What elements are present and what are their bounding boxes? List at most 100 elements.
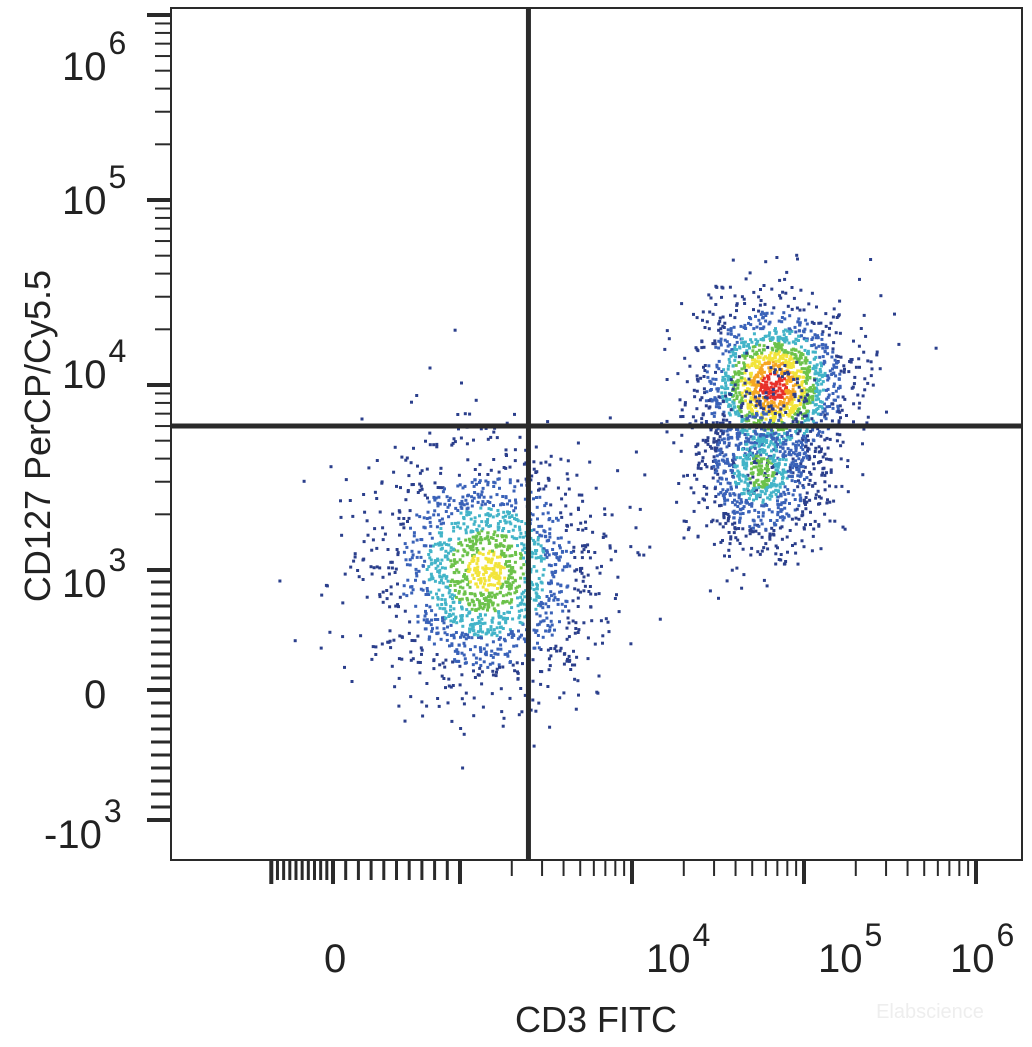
event-dot — [444, 601, 447, 605]
event-dot — [788, 429, 792, 433]
event-dot — [486, 608, 489, 612]
event-dot — [817, 392, 821, 396]
event-dot — [750, 412, 754, 416]
event-dot — [728, 398, 732, 401]
event-dot — [461, 624, 465, 628]
event-dot — [767, 477, 771, 481]
event-dot — [710, 520, 714, 524]
event-dot — [770, 287, 774, 291]
event-dot — [425, 704, 429, 708]
event-dot — [564, 604, 567, 608]
event-dot — [731, 258, 735, 262]
event-dot — [762, 484, 766, 488]
event-dot — [439, 471, 443, 475]
event-dot — [738, 400, 742, 404]
event-dot — [545, 549, 549, 553]
event-dot — [515, 537, 519, 541]
event-dot — [759, 388, 762, 392]
event-dot — [772, 448, 776, 452]
event-dot — [782, 333, 786, 337]
event-dot — [396, 553, 400, 557]
event-dot — [762, 457, 766, 461]
event-dot — [735, 302, 739, 306]
event-dot — [366, 533, 370, 537]
event-dot — [420, 652, 423, 656]
event-dot — [819, 361, 823, 365]
event-dot — [409, 695, 413, 699]
event-dot — [489, 524, 492, 528]
event-dot — [537, 482, 541, 486]
event-dot — [496, 565, 500, 569]
event-dot — [764, 260, 768, 264]
event-dot — [871, 383, 875, 387]
event-dot — [481, 705, 485, 709]
event-dot — [540, 557, 543, 560]
event-dot — [823, 488, 827, 492]
event-dot — [560, 497, 564, 501]
event-dot — [814, 366, 818, 370]
event-dot — [503, 555, 507, 558]
event-dot — [550, 633, 554, 637]
event-dot — [729, 332, 733, 336]
event-dot — [771, 348, 775, 352]
event-dot — [828, 437, 832, 441]
event-dot — [511, 580, 515, 584]
event-dot — [727, 548, 731, 552]
event-dot — [781, 442, 785, 446]
event-dot — [793, 395, 797, 399]
event-dot — [794, 551, 798, 555]
event-dot — [786, 329, 790, 333]
event-dot — [594, 592, 598, 596]
event-dot — [761, 385, 765, 389]
event-dot — [488, 514, 491, 518]
event-dot — [479, 624, 482, 628]
event-dot — [696, 463, 700, 467]
event-dot — [476, 492, 480, 496]
event-dot — [746, 363, 750, 367]
event-dot — [823, 480, 827, 484]
event-dot — [838, 299, 842, 303]
event-dot — [762, 443, 766, 447]
event-dot — [802, 308, 806, 312]
event-dot — [482, 605, 486, 609]
event-dot — [839, 369, 843, 373]
event-dot — [695, 389, 699, 393]
event-dot — [429, 623, 433, 627]
event-dot — [797, 350, 801, 354]
event-dot — [443, 502, 447, 506]
event-dot — [378, 566, 382, 570]
event-dot — [513, 448, 517, 452]
event-dot — [507, 587, 511, 591]
event-dot — [725, 457, 729, 461]
event-dot — [513, 570, 517, 574]
event-dot — [749, 453, 753, 457]
event-dot — [825, 471, 828, 475]
event-dot — [398, 533, 401, 537]
event-dot — [472, 714, 476, 718]
event-dot — [728, 481, 732, 485]
event-dot — [498, 571, 502, 575]
event-dot — [328, 630, 332, 634]
event-dot — [781, 475, 785, 479]
event-dot — [508, 478, 512, 482]
event-dot — [710, 399, 714, 403]
event-dot — [750, 407, 753, 411]
event-dot — [770, 338, 774, 342]
event-dot — [548, 628, 552, 632]
event-dot — [794, 444, 798, 447]
event-dot — [628, 505, 632, 509]
event-dot — [737, 482, 741, 486]
event-dot — [800, 412, 804, 416]
event-dot — [475, 550, 479, 554]
event-dot — [765, 452, 768, 456]
event-dot — [427, 637, 431, 641]
event-dot — [506, 502, 509, 506]
event-dot — [736, 386, 740, 390]
event-dot — [544, 602, 548, 606]
event-dot — [834, 331, 838, 335]
event-dot — [447, 543, 451, 547]
event-dot — [856, 393, 860, 397]
event-dot — [438, 502, 442, 506]
event-dot — [802, 402, 806, 406]
event-dot — [768, 331, 772, 335]
